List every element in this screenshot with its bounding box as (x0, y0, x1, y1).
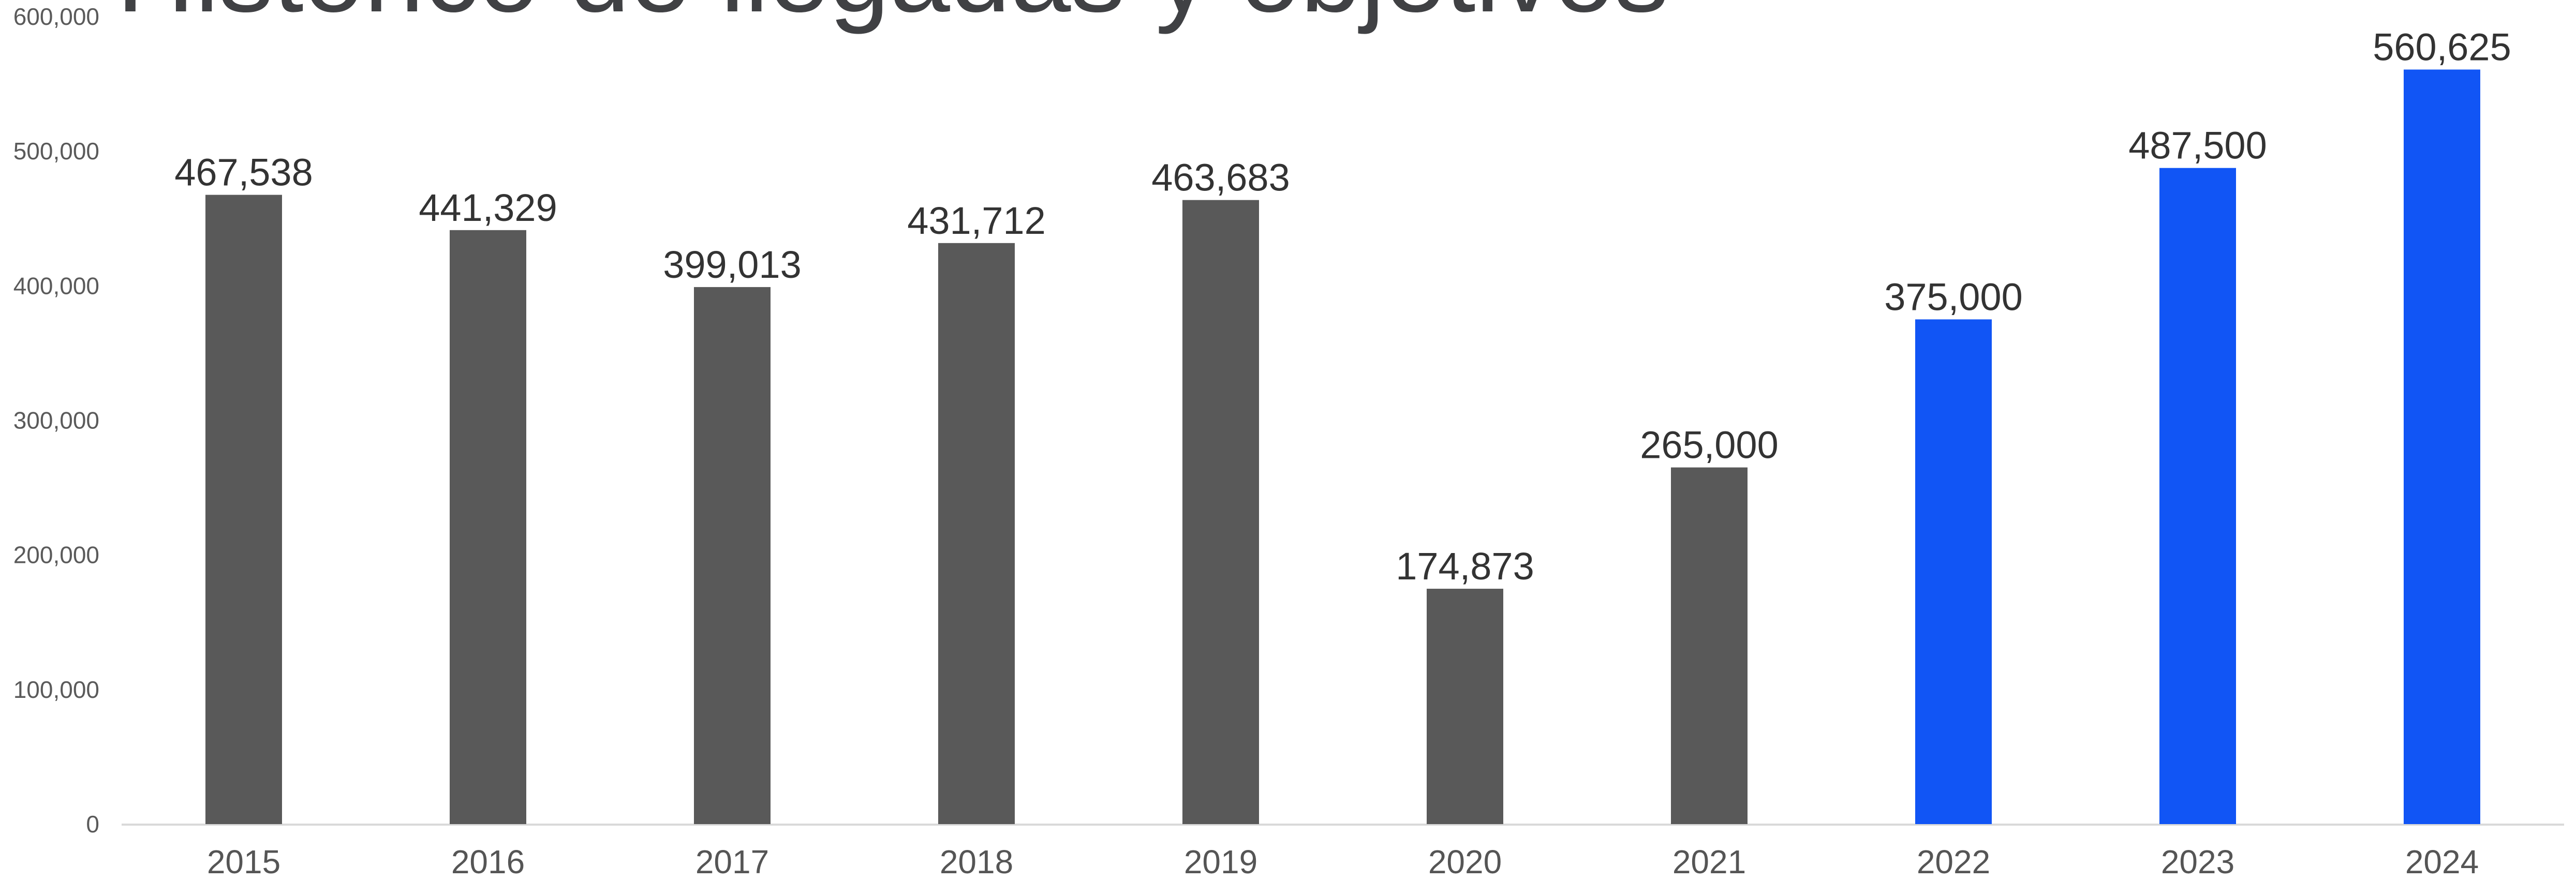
x-tick-label: 2024 (2405, 843, 2479, 880)
chart-title: Histórico de llegadas y objetivos (116, 0, 1669, 35)
y-tick-label: 300,000 (13, 407, 99, 434)
data-label: 431,712 (907, 199, 1046, 242)
bars (205, 69, 2480, 825)
data-label: 463,683 (1151, 156, 1290, 199)
data-label: 375,000 (1884, 275, 2023, 318)
bar (2404, 69, 2480, 824)
y-axis: 0 100,000 200,000 300,000 400,000 500,000 600,… (13, 3, 99, 838)
x-tick-label: 2021 (1672, 843, 1746, 880)
y-tick-label: 0 (86, 811, 99, 838)
x-tick-label: 2015 (207, 843, 280, 880)
data-label: 560,625 (2373, 25, 2511, 68)
x-tick-label: 2016 (451, 843, 525, 880)
data-label: 467,538 (174, 151, 313, 194)
bar (2159, 168, 2236, 824)
bar (450, 230, 526, 824)
bar (1671, 467, 1748, 824)
bar (1182, 200, 1259, 825)
bar (694, 287, 771, 825)
x-axis: 2015 2016 2017 2018 2019 2020 2021 2022 2023 2024 (207, 843, 2479, 880)
bar (1427, 589, 1503, 824)
y-tick-label: 400,000 (13, 272, 99, 299)
bar (205, 195, 282, 825)
data-label: 399,013 (663, 243, 802, 286)
y-tick-label: 600,000 (13, 3, 99, 30)
data-label: 174,873 (1396, 545, 1534, 588)
data-labels: 467,538 441,329 399,013 431,712 463,683 174,8… (174, 25, 2511, 588)
data-label: 487,500 (2128, 124, 2267, 167)
data-label: 265,000 (1640, 424, 1779, 467)
bar (938, 243, 1015, 824)
x-tick-label: 2020 (1428, 843, 1502, 880)
y-tick-label: 200,000 (13, 542, 99, 569)
data-label: 441,329 (419, 186, 557, 229)
bar (1915, 319, 1992, 824)
x-tick-label: 2019 (1184, 843, 1257, 880)
x-tick-label: 2017 (695, 843, 769, 880)
x-tick-label: 2023 (2161, 843, 2234, 880)
y-tick-label: 100,000 (13, 676, 99, 703)
y-tick-label: 500,000 (13, 138, 99, 165)
x-tick-label: 2018 (940, 843, 1013, 880)
x-tick-label: 2022 (1917, 843, 1990, 880)
